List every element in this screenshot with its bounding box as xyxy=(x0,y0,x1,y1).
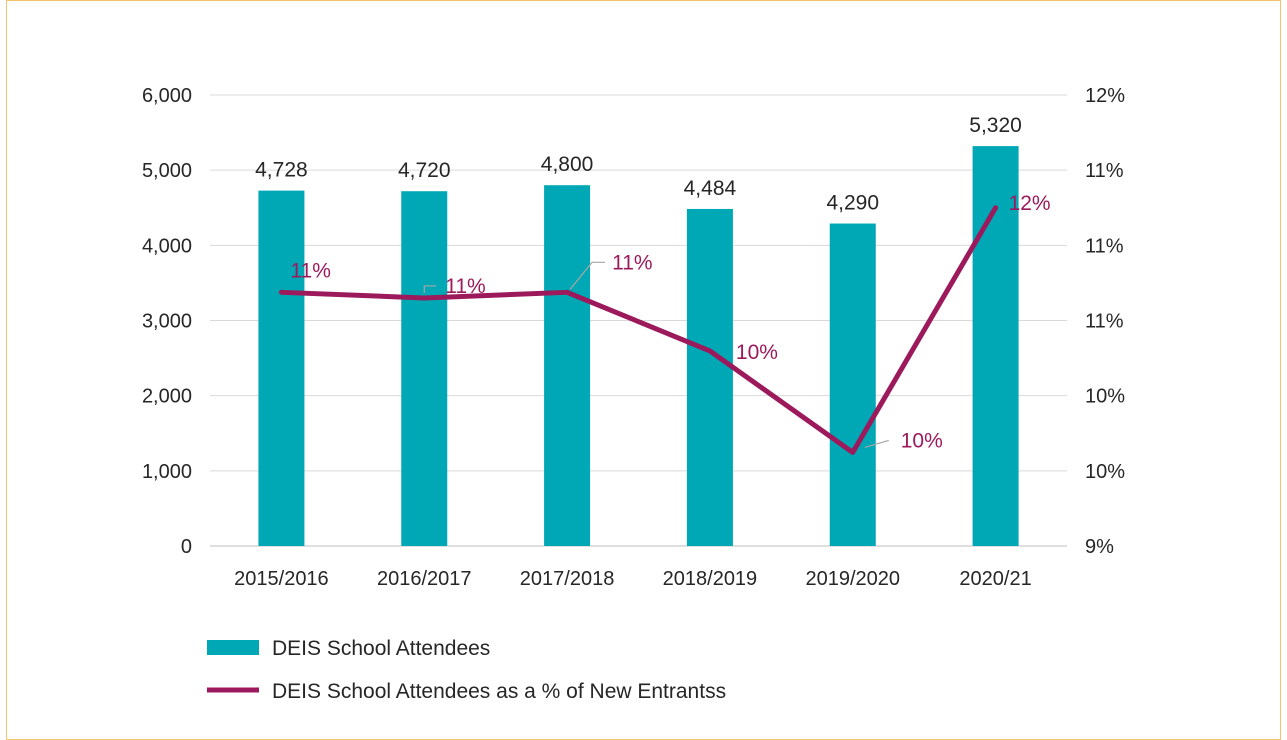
bar xyxy=(686,208,733,546)
leader-line xyxy=(423,285,437,293)
bar xyxy=(829,223,876,546)
line-value-label: 11% xyxy=(445,275,485,298)
bar-value-label: 4,720 xyxy=(398,159,451,182)
bar-value-label: 4,484 xyxy=(684,177,737,200)
x-tick-label: 2016/2017 xyxy=(377,568,472,590)
legend-swatch-bars xyxy=(207,640,259,655)
left-tick-label: 4,000 xyxy=(142,235,192,257)
x-tick-label: 2020/21 xyxy=(959,568,1031,590)
right-tick-label: 11% xyxy=(1085,160,1124,182)
right-tick-label: 12% xyxy=(1085,85,1125,107)
bar xyxy=(258,190,305,546)
left-tick-label: 0 xyxy=(181,536,192,558)
bar xyxy=(972,146,1019,546)
right-axis: 9% 10% 10% 11% 11% 11% 12% 12% xyxy=(1085,1,1125,558)
right-tick-label: 10% xyxy=(1085,386,1125,408)
x-tick-label: 2019/2020 xyxy=(805,568,900,590)
x-tick-label: 2015/2016 xyxy=(234,568,329,590)
legend: DEIS School Attendees DEIS School Attend… xyxy=(207,637,726,703)
line-series xyxy=(278,205,999,455)
left-tick-label: 3,000 xyxy=(142,311,192,333)
left-tick-label: 6,000 xyxy=(142,85,192,107)
right-tick-label: 11% xyxy=(1085,311,1124,333)
line-value-label: 10% xyxy=(901,429,943,452)
bar-value-label: 4,800 xyxy=(541,153,594,176)
leader-line xyxy=(864,439,889,448)
legend-label-line: DEIS School Attendees as a % of New Entr… xyxy=(272,680,726,703)
bar-series xyxy=(258,146,1019,547)
legend-label-bars: DEIS School Attendees xyxy=(272,637,490,660)
right-tick-label: 9% xyxy=(1085,536,1114,558)
gridlines xyxy=(210,94,1067,547)
left-tick-label: 2,000 xyxy=(142,386,192,408)
line-value-label: 12% xyxy=(1009,192,1051,215)
line-value-label: 11% xyxy=(290,259,330,282)
left-tick-label: 5,000 xyxy=(142,160,192,182)
right-tick-label: 12% xyxy=(1085,1,1125,6)
line-value-label: 10% xyxy=(736,341,778,364)
left-axis: 0 1,000 2,000 3,000 4,000 5,000 6,000 xyxy=(142,85,192,558)
bar-value-label: 5,320 xyxy=(969,114,1022,137)
combo-chart: 0 1,000 2,000 3,000 4,000 5,000 6,000 9% 10% 10%… xyxy=(142,1,1125,703)
x-tick-label: 2017/2018 xyxy=(520,568,615,590)
x-tick-label: 2018/2019 xyxy=(663,568,758,590)
chart-frame: 0 1,000 2,000 3,000 4,000 5,000 6,000 9% 10% 10%… xyxy=(6,0,1281,740)
data-labels: 4,728 4,720 4,800 4,484 4,290 5,320 11% 11% 11% 1… xyxy=(255,114,1050,452)
left-tick-label: 1,000 xyxy=(142,461,192,483)
x-axis: 2015/2016 2016/2017 2017/2018 2018/2019 2019… xyxy=(234,568,1032,590)
line-value-label: 11% xyxy=(612,251,652,274)
line-path xyxy=(278,205,999,455)
right-tick-label: 10% xyxy=(1085,461,1125,483)
bar-value-label: 4,728 xyxy=(255,159,308,182)
bar xyxy=(544,185,591,546)
leader-line xyxy=(569,261,606,290)
bar-value-label: 4,290 xyxy=(826,192,879,215)
bar xyxy=(401,191,448,547)
right-tick-label: 11% xyxy=(1085,235,1124,257)
